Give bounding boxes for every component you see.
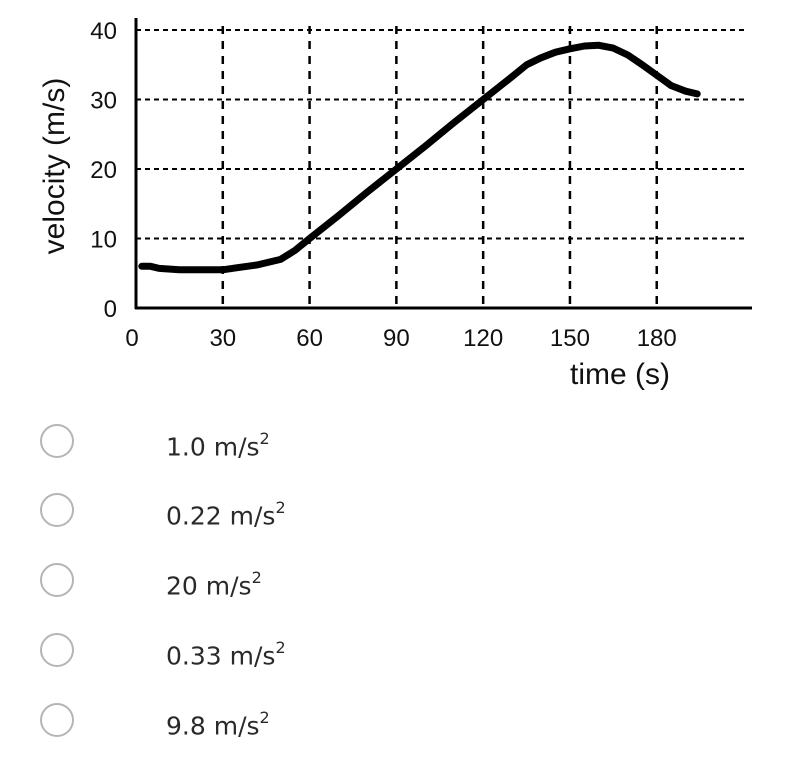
radio-button[interactable] xyxy=(40,633,74,667)
x-tick-label: 30 xyxy=(209,325,236,352)
grid-lines xyxy=(136,26,744,308)
velocity-time-chart: 0 30 60 90 120 150 180 0 10 20 30 40 time (s) velo… xyxy=(38,18,752,391)
option-label: 20 m/s2 xyxy=(166,568,262,601)
radio-button[interactable] xyxy=(40,703,74,737)
x-tick-labels: 0 30 60 90 120 150 180 xyxy=(125,325,676,352)
y-tick-label: 0 xyxy=(104,296,117,323)
answer-option[interactable]: 9.8 m/s2 xyxy=(0,691,700,751)
option-label: 0.33 m/s2 xyxy=(166,638,286,671)
option-label: 9.8 m/s2 xyxy=(166,708,270,741)
x-tick-label: 0 xyxy=(125,325,138,352)
y-tick-label: 10 xyxy=(90,227,117,254)
y-axis-label: velocity (m/s) xyxy=(38,78,71,255)
x-tick-label: 120 xyxy=(463,325,503,352)
x-tick-label: 90 xyxy=(383,325,410,352)
option-label: 1.0 m/s2 xyxy=(166,429,270,462)
axes xyxy=(134,18,752,310)
answer-option[interactable]: 20 m/s2 xyxy=(0,551,700,611)
radio-button[interactable] xyxy=(40,493,74,527)
radio-button[interactable] xyxy=(40,563,74,597)
x-tick-label: 180 xyxy=(637,325,677,352)
y-tick-label: 40 xyxy=(90,18,117,45)
velocity-curve xyxy=(138,41,701,274)
answer-option[interactable]: 0.33 m/s2 xyxy=(0,621,700,681)
option-label: 0.22 m/s2 xyxy=(166,498,286,531)
series-group xyxy=(138,41,701,274)
answer-option[interactable]: 0.22 m/s2 xyxy=(0,481,700,541)
x-tick-label: 60 xyxy=(296,325,323,352)
x-tick-label: 150 xyxy=(550,325,590,352)
answer-option[interactable]: 1.0 m/s2 xyxy=(0,412,700,472)
y-tick-label: 30 xyxy=(90,88,117,115)
x-axis-label: time (s) xyxy=(570,358,670,391)
y-tick-label: 20 xyxy=(90,157,117,184)
y-tick-labels: 0 10 20 30 40 xyxy=(90,18,117,323)
radio-button[interactable] xyxy=(40,424,74,458)
